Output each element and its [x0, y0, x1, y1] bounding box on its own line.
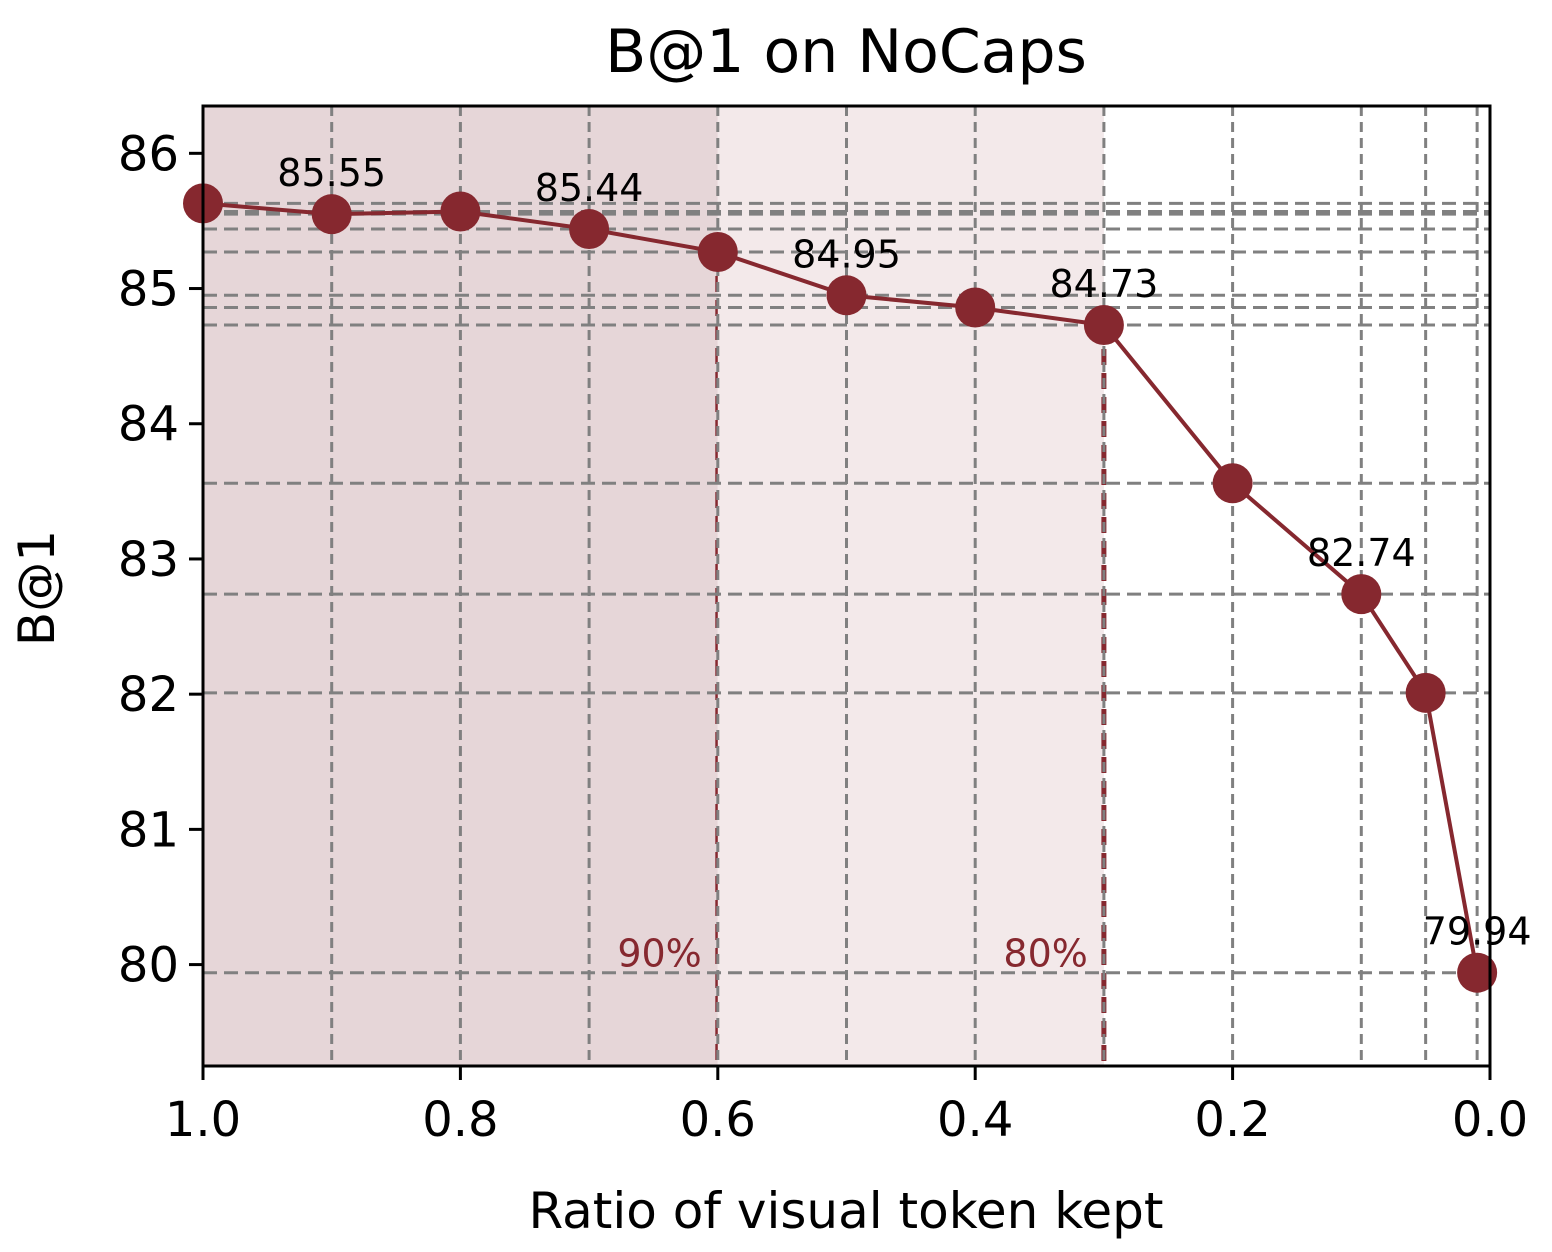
y-axis-label: B@1	[8, 530, 66, 646]
y-tick-label: 86	[118, 126, 179, 182]
axis-ticks: 1.0 0.8 0.6 0.4 0.2 0.0 80 81 82 83 84 85 86	[118, 126, 1528, 1148]
threshold-label: 90%	[617, 932, 701, 976]
x-tick-label: 1.0	[165, 1092, 241, 1148]
data-label: 84.73	[1050, 262, 1159, 306]
data-point	[311, 194, 352, 235]
data-point	[697, 232, 738, 273]
x-tick-label: 0.2	[1194, 1092, 1270, 1148]
data-point	[1212, 463, 1253, 504]
y-tick-label: 81	[118, 802, 179, 858]
shaded-region	[717, 106, 1104, 1066]
y-tick-label: 82	[118, 667, 179, 723]
x-axis-label: Ratio of visual token kept	[529, 1182, 1164, 1240]
data-point	[1457, 952, 1498, 993]
data-label: 79.94	[1423, 910, 1532, 954]
data-label: 85.44	[535, 166, 644, 210]
shaded-regions	[203, 106, 1107, 1066]
plot-frame	[201, 104, 1492, 1068]
data-point	[955, 287, 996, 328]
data-labels: 90% 80% 85.55 85.44 84.95 84.73 82.74 79.94	[277, 151, 1531, 975]
data-label: 84.95	[792, 232, 901, 276]
series	[183, 183, 1498, 993]
data-point	[1405, 672, 1446, 713]
data-point	[826, 275, 867, 316]
y-tick-label: 85	[118, 262, 179, 318]
data-label: 82.74	[1307, 531, 1416, 575]
threshold-label: 80%	[1003, 932, 1087, 976]
data-point	[440, 191, 481, 232]
chart-title: B@1 on NoCaps	[605, 17, 1087, 87]
x-tick-label: 0.4	[937, 1092, 1013, 1148]
data-point	[1083, 305, 1124, 346]
y-tick-label: 84	[118, 397, 179, 453]
y-tick-label: 80	[118, 938, 179, 994]
x-tick-label: 0.0	[1452, 1092, 1528, 1148]
y-tick-label: 83	[118, 532, 179, 588]
x-tick-label: 0.6	[680, 1092, 756, 1148]
data-point	[569, 209, 610, 250]
data-point	[1341, 574, 1382, 615]
data-label: 85.55	[277, 151, 386, 195]
x-tick-label: 0.8	[422, 1092, 498, 1148]
